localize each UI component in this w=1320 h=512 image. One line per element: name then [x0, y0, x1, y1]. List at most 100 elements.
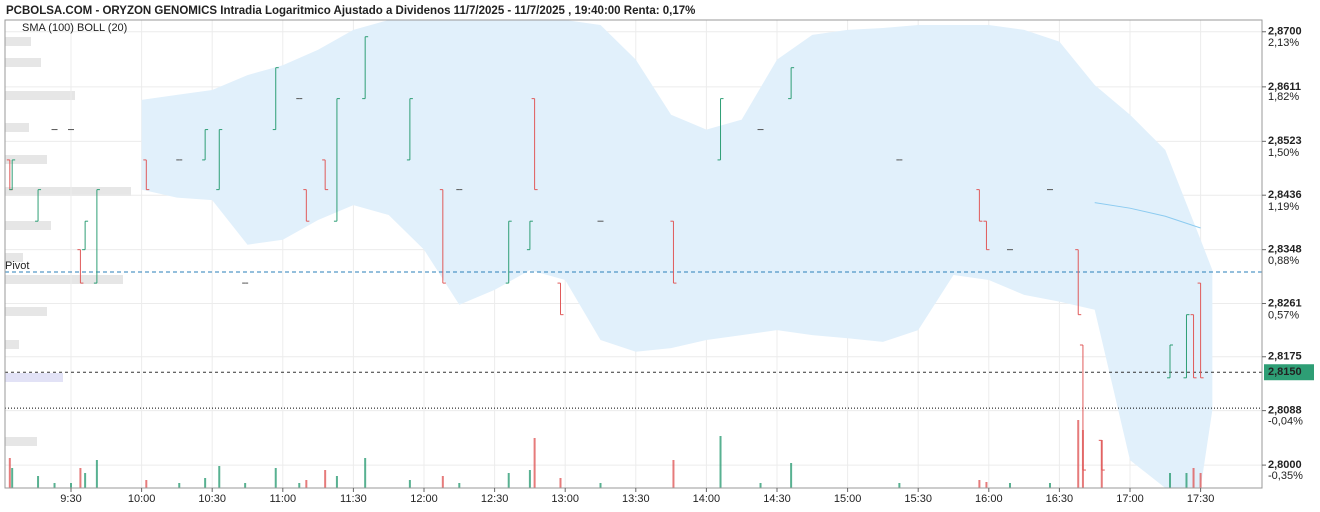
volume-bar: [84, 473, 87, 488]
last-price-label: 2,8150: [1268, 366, 1302, 378]
profile-bar: [5, 253, 23, 262]
legend-entry: SMA (100): [22, 22, 74, 34]
x-tick-label: 15:30: [904, 493, 932, 505]
volume-bar: [204, 478, 207, 488]
x-tick-label: 14:30: [763, 493, 791, 505]
volume-bar: [1081, 430, 1084, 488]
profile-bar: [5, 91, 75, 100]
profile-bar: [5, 187, 131, 196]
x-tick-label: 14:00: [693, 493, 721, 505]
bollinger-band: [141, 20, 1213, 488]
volume-bar: [1169, 473, 1172, 488]
volume-bar: [759, 483, 762, 488]
y-tick-label: 2,8175: [1268, 351, 1302, 363]
x-tick-label: 11:30: [340, 493, 367, 505]
profile-bar: [5, 123, 29, 132]
volume-bar: [70, 483, 72, 488]
plot: Pivot: [5, 20, 1262, 488]
y2-tick-label: 0,88%: [1268, 255, 1299, 267]
y-tick-label: 2,8700: [1268, 26, 1302, 38]
volume-bar: [218, 466, 221, 488]
volume-bar: [305, 480, 308, 488]
volume-bar: [1185, 473, 1188, 488]
volume-bar: [37, 476, 40, 488]
volume-bar: [335, 476, 338, 488]
volume-bar: [528, 470, 531, 488]
volume-bar: [1048, 483, 1051, 488]
x-tick-label: 13:00: [551, 493, 579, 505]
volume-bar: [533, 438, 536, 488]
volume-bar: [1100, 440, 1103, 488]
volume-bar: [672, 460, 675, 488]
volume-bar: [364, 458, 367, 488]
volume-bar: [95, 460, 98, 488]
profile-bar: [5, 221, 51, 230]
volume-bar: [53, 483, 56, 488]
volume-bar: [298, 483, 301, 488]
volume-profile: [5, 37, 131, 446]
legend-entry: BOLL (20): [77, 22, 127, 34]
y2-tick-label: -0,35%: [1268, 470, 1303, 482]
volume-bar: [790, 463, 793, 488]
volume-bar: [1192, 468, 1195, 488]
x-tick-label: 17:30: [1187, 493, 1215, 505]
profile-bar: [5, 58, 41, 67]
profile-bar: [5, 307, 47, 316]
sma-line: [1094, 202, 1201, 229]
x-tick-label: 13:30: [622, 493, 650, 505]
y2-tick-label: 0,57%: [1268, 309, 1299, 321]
volume-bar: [441, 476, 444, 488]
x-tick-label: 9:30: [60, 493, 81, 505]
volume-bar: [898, 483, 901, 488]
chart-title: PCBOLSA.COM - ORYZON GENOMICS Intradia L…: [6, 5, 695, 17]
last-price-box: [1264, 364, 1314, 381]
plot-frame: [4, 19, 1263, 489]
y2-tick-label: 1,82%: [1268, 91, 1299, 103]
y-tick-label: 2,8348: [1268, 244, 1302, 256]
profile-bar: [5, 275, 123, 284]
volume-bar: [408, 480, 411, 488]
volume-bar: [11, 468, 14, 488]
volume-bar: [79, 468, 82, 488]
profile-bar: [5, 437, 37, 446]
volume-bar: [985, 482, 988, 488]
x-tick-label: 17:00: [1116, 493, 1144, 505]
y-tick-label: 2,8261: [1268, 297, 1302, 309]
x-tick-label: 15:00: [834, 493, 862, 505]
volume-bar: [274, 468, 277, 488]
volume-bar: [978, 480, 981, 488]
volume-bar: [145, 480, 148, 488]
x-tick-label: 12:00: [410, 493, 438, 505]
y-tick-label: 2,8088: [1268, 405, 1302, 417]
y2-tick-label: 2,13%: [1268, 37, 1299, 49]
x-tick-label: 16:00: [975, 493, 1003, 505]
volume-bar: [244, 483, 247, 488]
y-tick-label: 2,8000: [1268, 459, 1302, 471]
volume-bar: [559, 478, 562, 488]
volume-bar: [8, 458, 11, 488]
y2-tick-label: -0,04%: [1268, 416, 1303, 428]
y2-tick-label: 1,50%: [1268, 147, 1299, 159]
x-tick-label: 16:30: [1046, 493, 1074, 505]
volume-bar: [719, 436, 722, 488]
volume-bar: [599, 483, 602, 488]
volume-bar: [324, 470, 327, 488]
x-tick-label: 10:00: [128, 493, 156, 505]
profile-bar: [5, 340, 19, 349]
volume-bar: [1077, 420, 1080, 488]
volume-bar: [178, 483, 181, 488]
volume-bar: [1199, 473, 1202, 488]
volume-bar: [507, 473, 510, 488]
volume-bar: [458, 483, 461, 488]
profile-bar: [5, 373, 63, 382]
volume-bar: [1008, 483, 1011, 488]
pivot-label: Pivot: [5, 260, 29, 272]
x-tick-label: 10:30: [198, 493, 226, 505]
y-tick-label: 2,8436: [1268, 189, 1302, 201]
profile-bar: [5, 37, 31, 46]
x-tick-label: 12:30: [481, 493, 509, 505]
y-tick-label: 2,8611: [1268, 81, 1301, 93]
profile-bar: [5, 155, 47, 164]
